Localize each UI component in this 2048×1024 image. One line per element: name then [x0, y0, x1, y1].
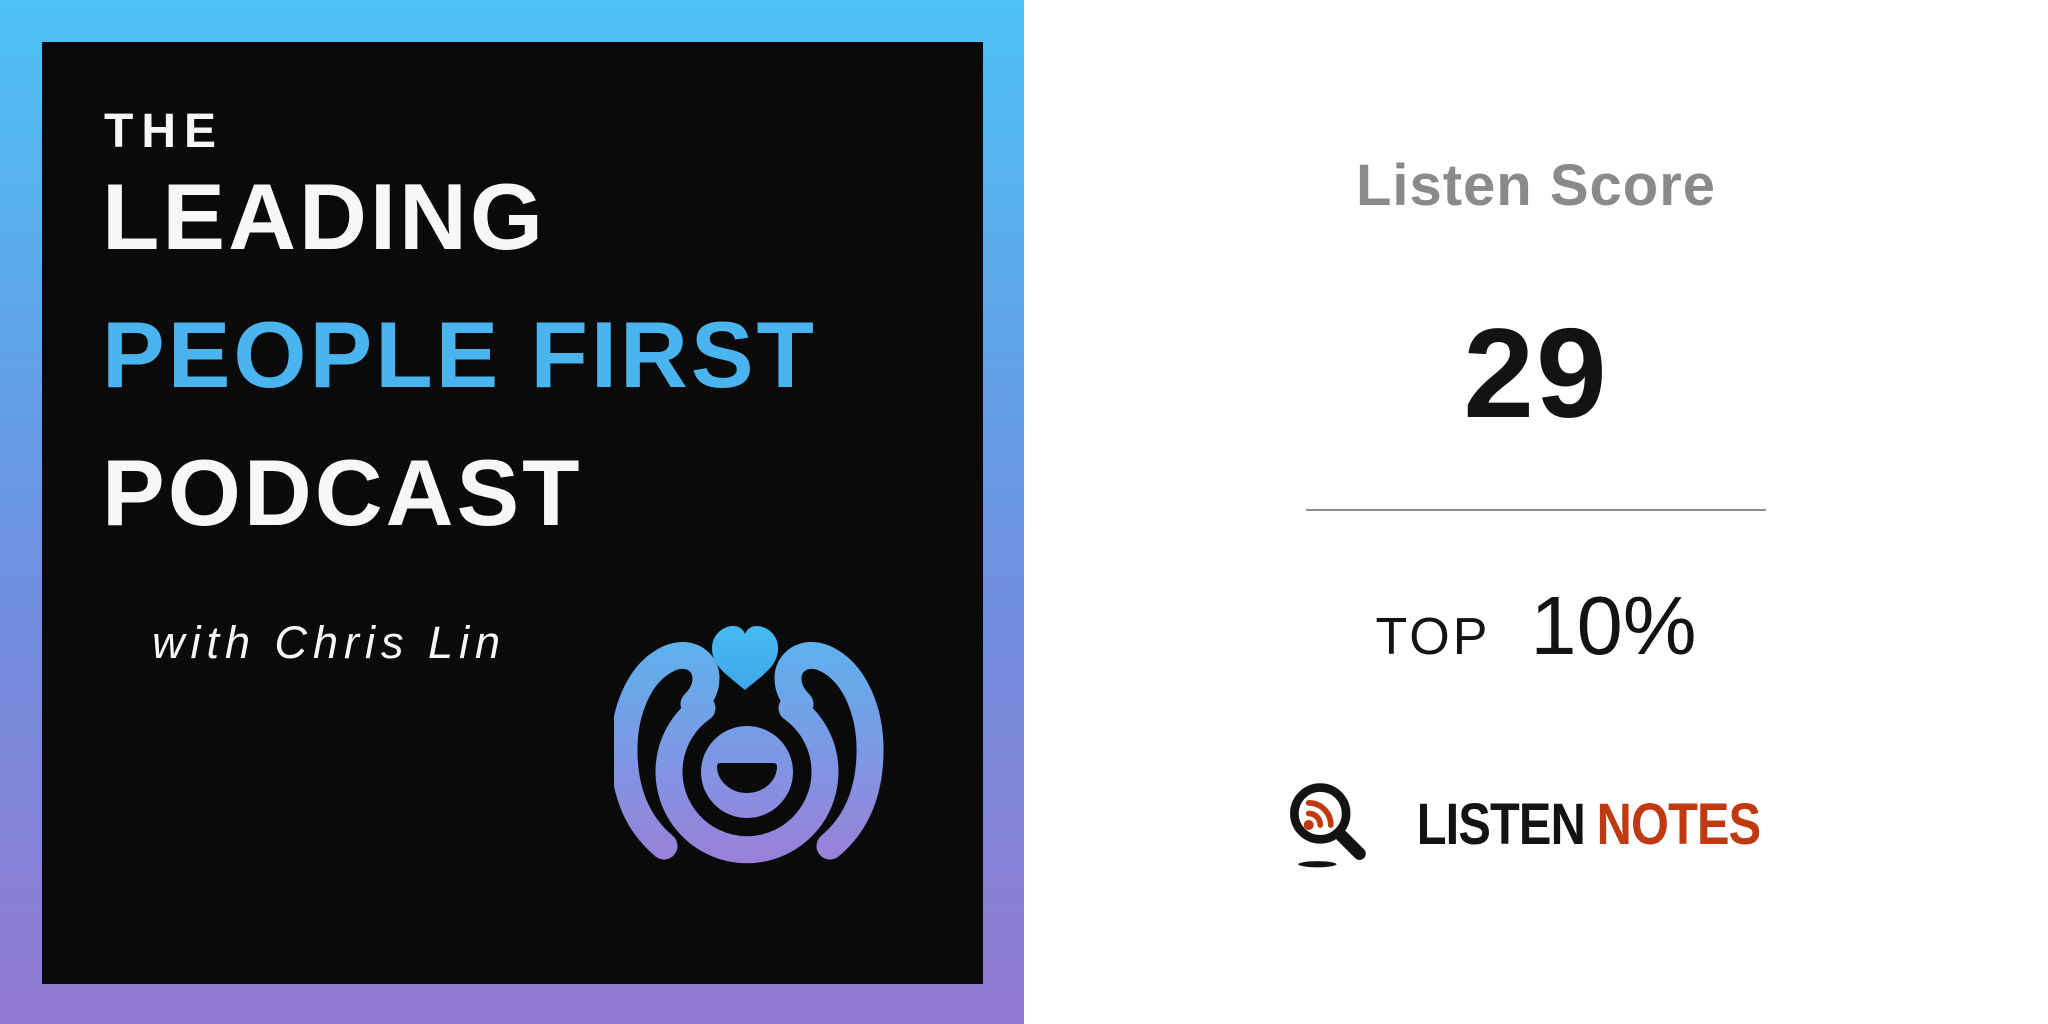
rank-row: TOP 10%	[1024, 578, 2048, 674]
listen-score-title: Listen Score	[1355, 153, 1717, 218]
brand-wordmark: LISTEN NOTES	[1417, 791, 1761, 858]
cover-kicker: THE	[104, 105, 224, 158]
listen-score-panel: Listen Score 29 TOP 10% LISTEN NOTES	[1024, 0, 2048, 1024]
cover-title-line-3: PODCAST	[102, 440, 583, 545]
rss-waves-icon	[1304, 800, 1335, 830]
brand-word-listen: LISTEN	[1417, 791, 1586, 857]
podcast-cover-art: THE LEADING PEOPLE FIRST PODCAST with Ch…	[0, 0, 1024, 1024]
listen-notes-brand-lockup[interactable]: LISTEN NOTES	[1024, 778, 2048, 870]
rank-label: TOP	[1375, 608, 1491, 666]
brand-word-notes: NOTES	[1597, 791, 1761, 857]
cover-title-line-2: PEOPLE FIRST	[102, 302, 817, 407]
divider-line	[1306, 509, 1766, 511]
listen-score-value: 29	[1463, 302, 1609, 444]
magnifying-glass-rss-icon	[1290, 783, 1367, 868]
cover-byline: with Chris Lin	[152, 617, 507, 668]
cover-black-panel: THE LEADING PEOPLE FIRST PODCAST with Ch…	[42, 42, 983, 984]
heart-icon	[712, 626, 778, 690]
rank-value: 10%	[1530, 579, 1697, 672]
cover-title-line-1: LEADING	[102, 164, 546, 269]
heart-listener-smiley-icon	[614, 626, 884, 864]
